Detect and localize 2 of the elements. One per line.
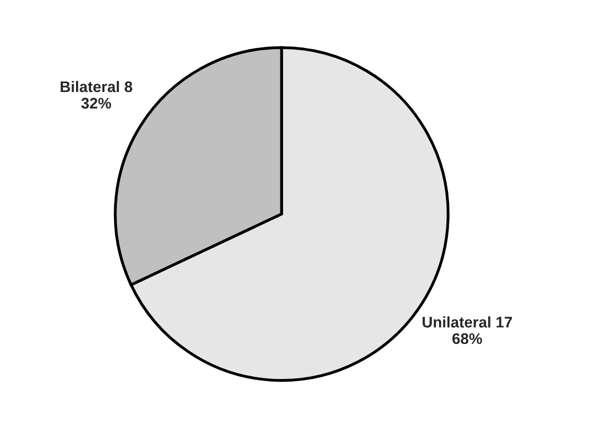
slice-label: Bilateral 8 32% xyxy=(60,80,132,109)
slice-label: Unilateral 17 68% xyxy=(422,316,512,344)
